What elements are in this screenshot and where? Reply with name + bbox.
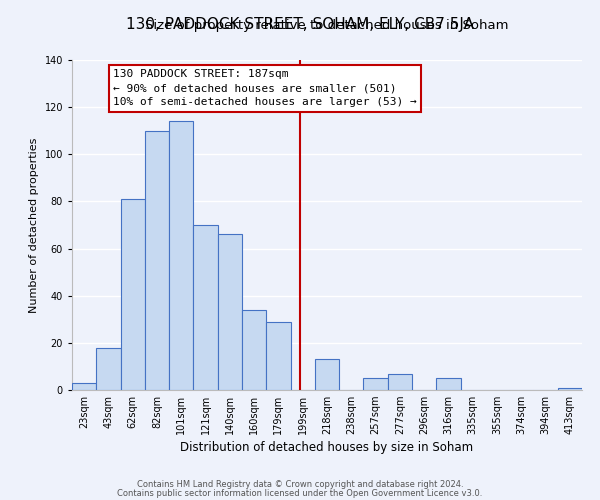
Bar — [218, 234, 242, 390]
Bar — [242, 310, 266, 390]
Bar — [266, 322, 290, 390]
Bar — [315, 360, 339, 390]
Bar — [436, 378, 461, 390]
Bar — [72, 383, 96, 390]
Y-axis label: Number of detached properties: Number of detached properties — [29, 138, 39, 312]
Text: 130, PADDOCK STREET, SOHAM, ELY, CB7 5JA: 130, PADDOCK STREET, SOHAM, ELY, CB7 5JA — [126, 18, 474, 32]
Bar — [169, 122, 193, 390]
Bar — [558, 388, 582, 390]
Bar — [364, 378, 388, 390]
Bar — [388, 374, 412, 390]
Text: 130 PADDOCK STREET: 187sqm
← 90% of detached houses are smaller (501)
10% of sem: 130 PADDOCK STREET: 187sqm ← 90% of deta… — [113, 70, 417, 108]
Text: Contains HM Land Registry data © Crown copyright and database right 2024.: Contains HM Land Registry data © Crown c… — [137, 480, 463, 489]
Bar — [96, 348, 121, 390]
Text: Contains public sector information licensed under the Open Government Licence v3: Contains public sector information licen… — [118, 488, 482, 498]
Bar — [193, 225, 218, 390]
Title: Size of property relative to detached houses in Soham: Size of property relative to detached ho… — [145, 20, 509, 32]
X-axis label: Distribution of detached houses by size in Soham: Distribution of detached houses by size … — [181, 442, 473, 454]
Bar — [145, 130, 169, 390]
Bar — [121, 199, 145, 390]
